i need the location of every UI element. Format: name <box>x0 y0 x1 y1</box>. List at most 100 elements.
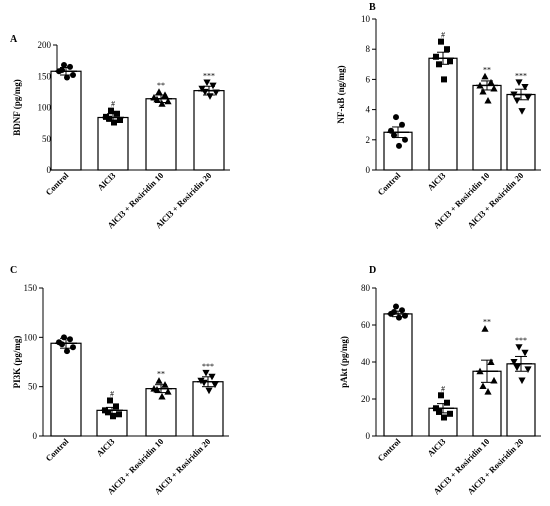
data-point <box>447 410 453 417</box>
data-point <box>203 79 211 87</box>
data-point <box>110 413 116 420</box>
data-point <box>518 108 526 115</box>
panel-letter: A <box>10 34 18 45</box>
data-point <box>61 62 67 68</box>
data-point <box>153 386 161 393</box>
data-point <box>70 344 76 351</box>
bar <box>50 342 82 437</box>
data-point <box>164 97 172 105</box>
data-point <box>513 364 521 372</box>
bar <box>472 84 502 171</box>
x-tick-label: Control <box>43 436 70 463</box>
data-point <box>444 399 450 406</box>
y-tick-label: 0 <box>366 431 371 441</box>
data-point <box>402 312 408 319</box>
bar <box>506 363 536 437</box>
data-point <box>433 53 439 60</box>
x-tick-label: AlCl3 <box>94 436 116 458</box>
data-point <box>518 377 526 385</box>
data-point <box>59 341 65 348</box>
data-point <box>67 63 73 70</box>
data-point <box>515 344 523 351</box>
data-point <box>105 409 111 416</box>
y-tick-label: 20 <box>361 394 371 404</box>
y-axis-label: BDNF (pg/mg) <box>12 79 22 135</box>
data-point <box>212 89 220 97</box>
significance-label: # <box>111 100 115 109</box>
panel-letter: C <box>10 265 17 276</box>
y-tick-label: 200 <box>38 40 52 50</box>
data-point <box>211 381 219 389</box>
data-point <box>444 46 450 53</box>
y-tick-label: 8 <box>366 44 371 54</box>
data-point <box>476 81 484 89</box>
y-tick-label: 50 <box>28 382 38 392</box>
data-point <box>521 349 529 357</box>
data-point <box>161 91 169 98</box>
data-point <box>515 79 523 87</box>
data-point <box>393 114 399 121</box>
data-point <box>155 88 163 95</box>
data-point <box>490 376 498 384</box>
y-tick-label: 150 <box>38 71 52 81</box>
data-point <box>64 348 70 355</box>
panel-letter: D <box>369 265 376 276</box>
y-tick-label: 80 <box>361 283 371 293</box>
y-tick-label: 40 <box>361 357 371 367</box>
data-point <box>164 388 172 395</box>
data-point <box>438 38 444 45</box>
y-tick-label: 2 <box>366 135 371 145</box>
data-point <box>436 61 442 68</box>
data-point <box>107 397 113 404</box>
data-point <box>117 117 123 123</box>
bar <box>383 313 413 437</box>
data-point <box>524 366 532 373</box>
data-point <box>158 100 166 107</box>
y-tick-label: 4 <box>366 105 371 115</box>
data-point <box>490 84 498 92</box>
data-point <box>476 367 484 375</box>
data-point <box>399 307 405 314</box>
significance-label: ** <box>483 318 491 327</box>
data-point <box>208 373 216 381</box>
data-point <box>153 95 161 103</box>
data-point <box>113 403 119 410</box>
y-tick-label: 100 <box>24 332 38 342</box>
significance-label: *** <box>203 72 215 81</box>
data-point <box>484 96 492 104</box>
data-point <box>487 78 495 86</box>
data-point <box>59 67 65 73</box>
significance-label: *** <box>515 71 527 80</box>
bar <box>50 70 82 171</box>
data-point <box>399 121 405 128</box>
x-tick-label: AlCl3 <box>425 170 447 192</box>
data-point <box>61 334 67 341</box>
y-tick-label: 100 <box>38 103 52 113</box>
data-point <box>205 387 213 395</box>
data-point <box>524 94 532 102</box>
x-tick-label: Control <box>375 170 402 197</box>
panel-letter: B <box>369 2 376 13</box>
x-tick-label: AlCl3 <box>95 170 117 192</box>
significance-label: *** <box>515 336 527 345</box>
significance-label: # <box>441 31 445 40</box>
data-point <box>114 110 120 117</box>
data-point <box>200 379 208 387</box>
bar <box>145 98 177 171</box>
data-point <box>111 119 117 126</box>
data-point <box>116 411 122 418</box>
significance-label: # <box>110 389 114 398</box>
x-tick-label: Control <box>375 436 402 463</box>
significance-label: ** <box>483 65 491 74</box>
data-point <box>441 76 447 83</box>
data-point <box>436 408 442 415</box>
data-point <box>161 381 169 388</box>
data-point <box>201 88 209 96</box>
y-tick-label: 0 <box>47 165 52 175</box>
data-point <box>396 142 402 149</box>
y-tick-label: 60 <box>361 320 371 330</box>
